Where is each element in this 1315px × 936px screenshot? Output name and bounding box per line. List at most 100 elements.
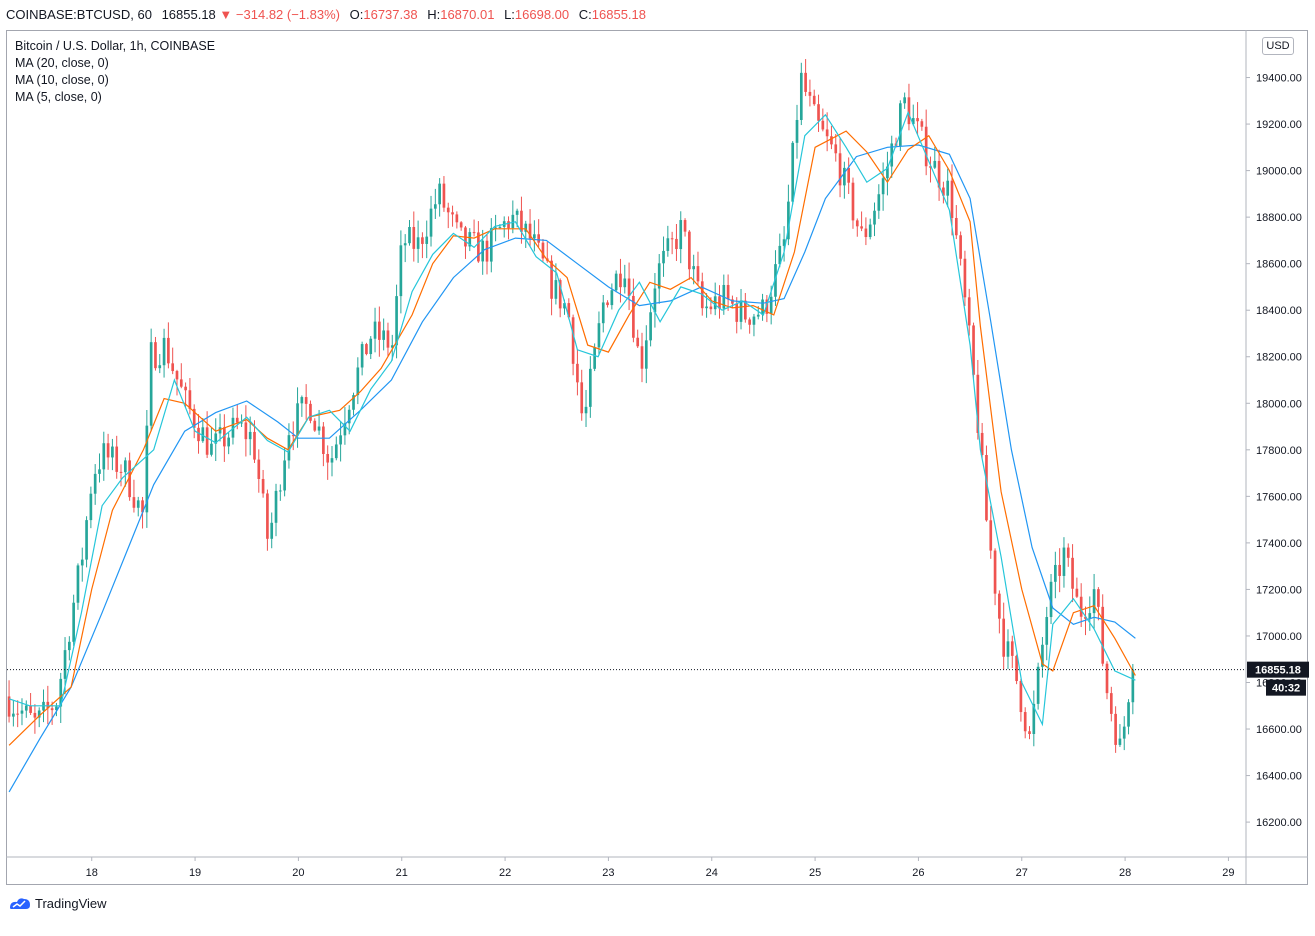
candle-body (916, 118, 919, 122)
candle-body (300, 397, 304, 404)
candle-body (765, 299, 769, 314)
down-triangle-icon: ▼ (219, 7, 233, 22)
candle-body (334, 444, 338, 459)
candle-body (688, 231, 691, 270)
candle-body (998, 593, 1001, 619)
candle-body (266, 493, 269, 539)
high-label: H: (427, 7, 441, 22)
candle-body (498, 226, 502, 228)
candle-body (50, 708, 54, 711)
candle-body (141, 500, 144, 513)
candle-body (571, 317, 575, 364)
candle-body (296, 403, 299, 436)
candle-body (877, 194, 881, 211)
candle-body (352, 395, 355, 410)
candle-body (416, 237, 420, 249)
candle-body (326, 453, 330, 463)
candle-body (313, 420, 317, 431)
candle-body (235, 417, 239, 423)
candle-body (1114, 713, 1117, 745)
price-tick-label: 18000.00 (1256, 398, 1302, 410)
candle-body (593, 347, 596, 369)
candle-body (1002, 618, 1006, 657)
candle-body (425, 236, 429, 244)
candle-body (89, 493, 93, 521)
candle-body (80, 559, 84, 566)
candle-body (59, 678, 63, 707)
candle-body (175, 371, 179, 380)
high-value: 16870.01 (440, 7, 495, 22)
candle-body (791, 142, 795, 202)
candle-body (365, 344, 368, 355)
currency-badge[interactable]: USD (1262, 37, 1294, 55)
candle-body (472, 232, 476, 234)
candle-body (485, 240, 489, 262)
close-label: C: (578, 7, 592, 22)
candle-body (666, 238, 670, 251)
legend-ma5[interactable]: MA (5, close, 0) (15, 90, 102, 104)
candle-body (1015, 655, 1018, 682)
brand-name: TradingView (35, 896, 107, 911)
candle-body (601, 302, 605, 324)
candle-body (227, 437, 230, 447)
candle-body (520, 210, 523, 232)
candle-body (606, 302, 609, 306)
time-tick-label: 18 (86, 867, 98, 879)
price-tick-label: 17800.00 (1256, 445, 1302, 457)
candle-body (330, 458, 334, 463)
candle-body (967, 297, 971, 326)
price-tick-label: 18400.00 (1256, 305, 1302, 317)
candle-body (1088, 613, 1092, 619)
candle-body (804, 72, 807, 92)
candle-body (123, 460, 127, 473)
candle-body (662, 250, 665, 264)
candle-body (412, 227, 416, 249)
candle-body (670, 238, 674, 240)
candle-body (868, 224, 872, 238)
candle-body (1062, 547, 1066, 576)
candle-body (179, 379, 183, 387)
candle-body (946, 180, 950, 196)
candle-body (158, 365, 162, 369)
candle-body (429, 208, 433, 237)
candle-body (468, 232, 472, 247)
candle-body (63, 650, 67, 679)
candle-body (692, 266, 696, 270)
ma-line-5 (8, 110, 1136, 727)
candle-body (558, 280, 562, 309)
candle-body (580, 382, 584, 414)
candle-body (33, 712, 37, 718)
candle-body (563, 303, 566, 309)
candle-body (438, 183, 441, 205)
candle-body (244, 422, 248, 440)
price-tick-label: 18200.00 (1256, 352, 1302, 364)
price-tick-label: 17200.00 (1256, 584, 1302, 596)
candle-body (322, 426, 325, 454)
candle-body (808, 91, 812, 96)
close-value: 16855.18 (591, 7, 647, 22)
candle-body (731, 299, 734, 304)
candle-body (959, 235, 962, 259)
candle-body (584, 406, 588, 414)
candle-body (421, 237, 424, 244)
brand-footer[interactable]: TradingView (8, 892, 107, 916)
low-label: L: (504, 7, 515, 22)
candle-body (399, 245, 403, 297)
candle-body (20, 710, 24, 714)
legend-ma20[interactable]: MA (20, close, 0) (15, 56, 109, 70)
candle-body (102, 443, 106, 470)
candle-body (455, 214, 459, 223)
legend-ma10[interactable]: MA (10, close, 0) (15, 73, 109, 87)
current-price-box (1247, 661, 1309, 678)
candle-body (369, 338, 373, 355)
symbol-name[interactable]: COINBASE:BTCUSD, 60 (6, 7, 152, 22)
candle-body (1045, 617, 1049, 645)
candle-body (1109, 693, 1113, 714)
candle-body (993, 550, 997, 594)
candle-body (761, 299, 764, 315)
candle-body (851, 182, 855, 221)
candle-body (132, 497, 136, 508)
candle-body (16, 713, 20, 715)
price-tick-label: 16400.00 (1256, 771, 1302, 783)
